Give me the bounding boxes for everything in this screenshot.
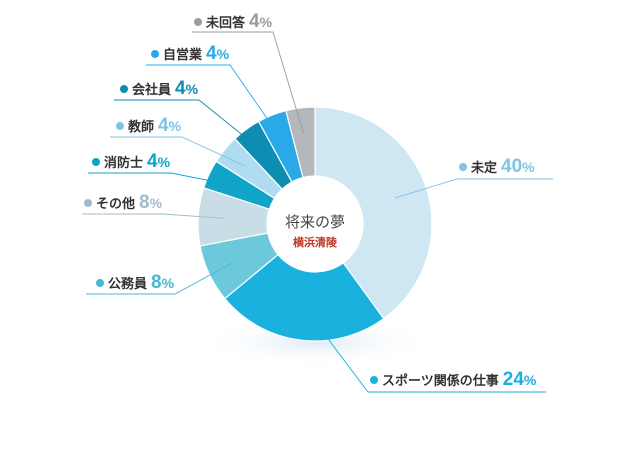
leader-line-2 [86,262,233,295]
slice-name-6: 会社員 [132,82,171,98]
slice-name-8: 未回答 [205,15,246,31]
slice-unit-7: % [217,46,230,62]
slice-label-1: スポーツ関係の仕事 24% [382,369,537,390]
slice-label-6: 会社員 4% [132,78,199,99]
slice-name-0: 未定 [470,160,497,176]
center-title: 将来の夢 [285,213,345,231]
leader-line-0 [394,178,553,199]
slice-unit-6: % [186,81,199,97]
slices-group [197,106,433,342]
legend-dot-3 [84,199,92,207]
slice-label-5: 教師 4% [127,115,182,136]
slice-value-8: 4 [249,11,260,32]
leader-line-5 [110,136,245,167]
leader-line-8 [192,31,304,134]
slice-unit-1: % [524,372,537,388]
slice-label-4: 消防士 4% [104,151,171,172]
slice-label-3: その他 8% [96,192,163,213]
slice-value-3: 8 [139,192,150,213]
slice-unit-8: % [260,14,273,30]
legend-dot-1 [370,376,378,384]
legend-dot-5 [116,122,124,130]
slice-label-7: 自営業 4% [163,43,230,64]
slice-name-4: 消防士 [104,155,143,171]
legend-dot-4 [92,158,100,166]
slice-value-2: 8 [151,272,162,293]
leader-line-1 [304,307,546,393]
legend-dot-6 [120,85,128,93]
slice-name-5: 教師 [127,119,154,135]
slice-value-7: 4 [206,43,217,64]
slice-value-4: 4 [147,151,158,172]
slice-name-2: 公務員 [108,276,147,292]
leader-line-6 [114,99,262,151]
slice-value-1: 24 [503,369,525,390]
labels-group: 未定 40%スポーツ関係の仕事 24%公務員 8%その他 8%消防士 4%教師 4%会社員 4… [82,11,553,393]
slice-label-8: 未回答 4% [205,11,273,32]
legend-dot-0 [459,163,467,171]
slice-name-7: 自営業 [163,47,203,63]
slice-name-1: スポーツ関係の仕事 [382,373,499,389]
legend-dot-8 [194,18,202,26]
slice-unit-5: % [169,118,182,134]
slice-value-0: 40 [501,156,522,177]
legend-dot-7 [151,50,159,58]
slice-unit-0: % [522,159,535,175]
center-subtitle: 横浜清陵 [293,235,338,249]
slice-unit-2: % [162,275,175,291]
slice-name-3: その他 [96,196,135,212]
leader-line-3 [82,213,224,219]
slice-value-6: 4 [175,78,186,99]
slice-label-0: 未定 40% [470,156,535,177]
slice-0 [314,106,433,320]
donut-hole [267,176,363,272]
leader-line-4 [88,172,233,186]
slice-value-5: 4 [158,115,169,136]
slice-unit-3: % [150,195,163,211]
leader-line-7 [146,64,282,140]
legend-dot-2 [96,279,104,287]
slice-unit-4: % [158,154,171,170]
slice-label-2: 公務員 8% [108,272,175,293]
chart-shadow [196,316,436,368]
